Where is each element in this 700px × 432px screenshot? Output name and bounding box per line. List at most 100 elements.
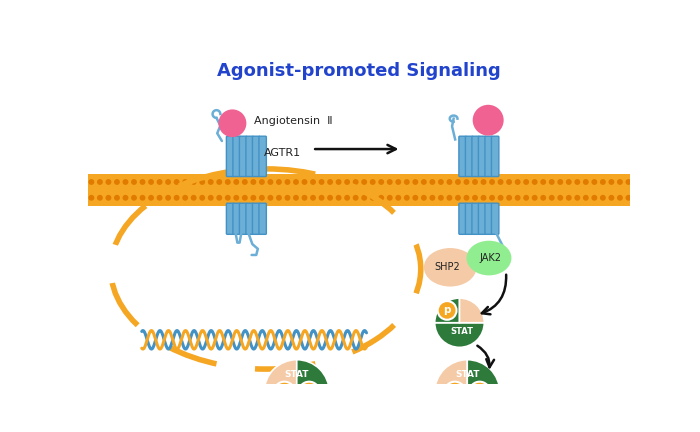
FancyBboxPatch shape	[459, 136, 466, 177]
FancyBboxPatch shape	[466, 203, 472, 234]
FancyBboxPatch shape	[259, 203, 267, 234]
Bar	[88, 174, 630, 206]
Wedge shape	[468, 360, 500, 392]
Circle shape	[174, 195, 180, 201]
Circle shape	[421, 179, 427, 185]
Circle shape	[293, 195, 299, 201]
Circle shape	[114, 179, 120, 185]
FancyBboxPatch shape	[233, 136, 240, 177]
Circle shape	[387, 195, 393, 201]
Circle shape	[293, 179, 299, 185]
Circle shape	[370, 179, 376, 185]
Text: p: p	[451, 387, 458, 397]
Text: STAT: STAT	[455, 370, 480, 379]
Text: p: p	[305, 387, 313, 397]
Circle shape	[131, 179, 137, 185]
Circle shape	[481, 195, 486, 201]
FancyBboxPatch shape	[239, 136, 247, 177]
Circle shape	[208, 195, 213, 201]
Circle shape	[327, 195, 333, 201]
Circle shape	[97, 179, 103, 185]
Circle shape	[267, 195, 273, 201]
Circle shape	[566, 179, 572, 185]
Text: AGTR1: AGTR1	[263, 148, 300, 158]
Circle shape	[182, 179, 188, 185]
Circle shape	[233, 195, 239, 201]
FancyBboxPatch shape	[226, 136, 234, 177]
Circle shape	[106, 179, 111, 185]
Circle shape	[182, 195, 188, 201]
Ellipse shape	[424, 248, 477, 286]
Circle shape	[157, 195, 162, 201]
Circle shape	[353, 179, 358, 185]
Circle shape	[583, 195, 589, 201]
Circle shape	[216, 179, 222, 185]
Circle shape	[472, 195, 478, 201]
Circle shape	[259, 195, 265, 201]
Circle shape	[404, 179, 410, 185]
Circle shape	[218, 109, 246, 137]
Wedge shape	[435, 323, 484, 347]
Circle shape	[592, 195, 597, 201]
Wedge shape	[297, 360, 329, 392]
Circle shape	[174, 179, 180, 185]
FancyBboxPatch shape	[485, 136, 492, 177]
Circle shape	[97, 195, 103, 201]
Circle shape	[310, 195, 316, 201]
Circle shape	[370, 195, 376, 201]
Circle shape	[523, 195, 529, 201]
Circle shape	[318, 179, 325, 185]
Circle shape	[336, 195, 342, 201]
Circle shape	[233, 179, 239, 185]
Circle shape	[575, 179, 580, 185]
Circle shape	[438, 179, 444, 185]
Circle shape	[310, 179, 316, 185]
Circle shape	[114, 195, 120, 201]
Circle shape	[225, 195, 231, 201]
Circle shape	[463, 179, 470, 185]
Text: p: p	[476, 387, 484, 397]
Wedge shape	[264, 392, 297, 424]
Circle shape	[361, 179, 367, 185]
Circle shape	[242, 179, 248, 185]
Circle shape	[626, 179, 631, 185]
Circle shape	[199, 195, 205, 201]
Circle shape	[506, 195, 512, 201]
Circle shape	[626, 195, 631, 201]
Circle shape	[498, 179, 503, 185]
Circle shape	[506, 179, 512, 185]
Circle shape	[412, 195, 419, 201]
FancyBboxPatch shape	[246, 136, 253, 177]
Circle shape	[395, 195, 401, 201]
Wedge shape	[264, 360, 297, 392]
FancyBboxPatch shape	[472, 203, 480, 234]
FancyBboxPatch shape	[239, 203, 247, 234]
Circle shape	[165, 195, 171, 201]
Circle shape	[267, 179, 273, 185]
Circle shape	[583, 179, 589, 185]
FancyBboxPatch shape	[478, 136, 486, 177]
Circle shape	[404, 195, 410, 201]
Circle shape	[481, 179, 486, 185]
Circle shape	[122, 179, 128, 185]
Circle shape	[139, 179, 146, 185]
Circle shape	[429, 179, 435, 185]
Circle shape	[284, 195, 290, 201]
Wedge shape	[435, 298, 459, 323]
Text: STAT: STAT	[451, 327, 473, 336]
Circle shape	[344, 179, 350, 185]
Circle shape	[514, 179, 521, 185]
FancyBboxPatch shape	[226, 203, 234, 234]
Circle shape	[216, 195, 222, 201]
FancyBboxPatch shape	[478, 203, 486, 234]
Circle shape	[88, 195, 95, 201]
Circle shape	[225, 179, 231, 185]
Circle shape	[353, 195, 358, 201]
Circle shape	[557, 179, 564, 185]
Wedge shape	[459, 298, 484, 323]
Circle shape	[498, 195, 503, 201]
Circle shape	[447, 179, 452, 185]
Circle shape	[617, 195, 623, 201]
Circle shape	[412, 179, 419, 185]
Circle shape	[438, 195, 444, 201]
